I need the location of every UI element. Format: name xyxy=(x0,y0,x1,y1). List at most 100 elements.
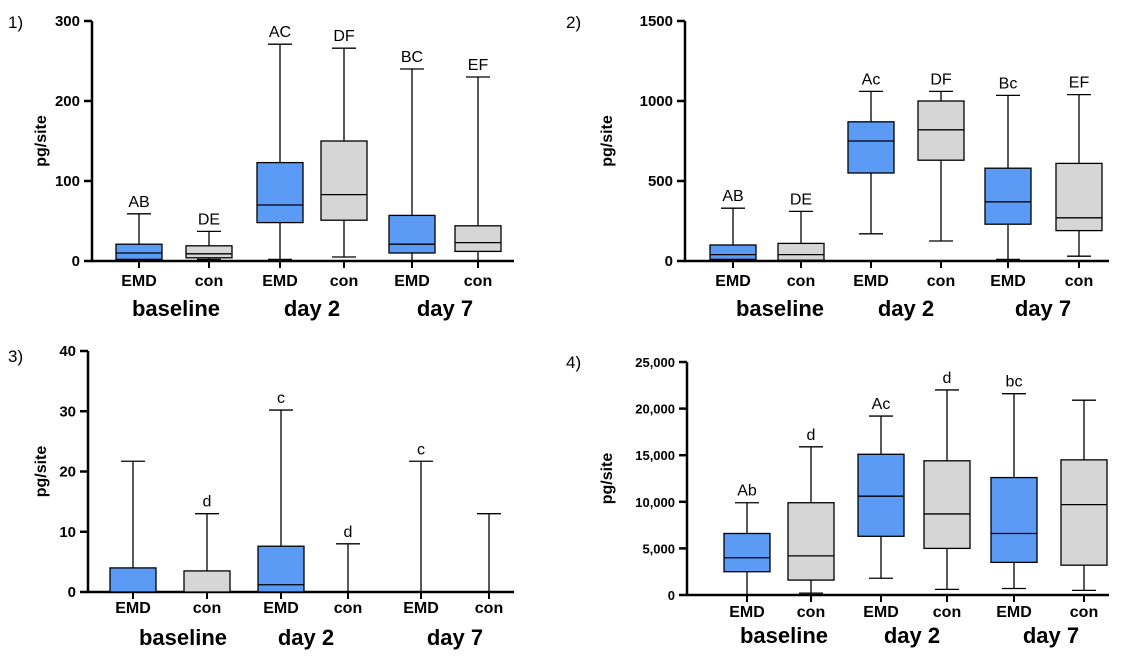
panel1-xtick-label: EMD xyxy=(394,273,430,290)
panel3-ytick-label: 0 xyxy=(68,584,76,601)
panel3-ytick-label: 30 xyxy=(59,403,76,420)
panel1-group-label: day 7 xyxy=(417,296,473,321)
panel1-ytick-label: 300 xyxy=(55,13,80,30)
panel4-group-label: day 2 xyxy=(884,623,940,648)
panel2-ytick-label: 1000 xyxy=(640,93,673,110)
panel2-box xyxy=(710,245,756,259)
panel2-ytick-label: 1500 xyxy=(640,13,673,30)
panel3-label: 3) xyxy=(8,347,23,366)
panel1-xtick-label: EMD xyxy=(262,273,298,290)
panel4-box xyxy=(991,478,1037,563)
panel3-ytick-label: 40 xyxy=(59,343,76,360)
panel3-box xyxy=(184,571,230,592)
panel1-group-label: baseline xyxy=(132,296,220,321)
panel2-significance-label: AB xyxy=(722,188,743,205)
panel2-significance-label: DF xyxy=(930,71,952,88)
panel2-ylabel: pg/site xyxy=(599,115,616,167)
panel4-significance-label: d xyxy=(807,427,816,444)
panel2-significance-label: EF xyxy=(1069,75,1090,92)
panel4-xtick-label: con xyxy=(797,604,825,621)
panel4-xtick-label: EMD xyxy=(863,604,899,621)
panel3-box xyxy=(110,568,156,592)
panel3-group-label: baseline xyxy=(139,625,227,650)
panel3-significance-label: c xyxy=(417,441,425,458)
panel3-ylabel: pg/site xyxy=(33,446,50,498)
panel1-significance-label: BC xyxy=(401,49,423,66)
panel2-xtick-label: con xyxy=(1065,273,1093,290)
panel2-box xyxy=(918,101,964,160)
panel1-xtick-label: EMD xyxy=(121,273,157,290)
panel2-xtick-label: con xyxy=(927,273,955,290)
panel1-ytick-label: 100 xyxy=(55,173,80,190)
panel4-group-label: baseline xyxy=(740,623,828,648)
panel3-significance-label: d xyxy=(344,524,353,541)
panel3-xtick-label: EMD xyxy=(115,600,151,617)
panel2-group-label: day 7 xyxy=(1015,296,1071,321)
panel4-ytick-label: 5,000 xyxy=(642,541,675,556)
panel4-xtick-label: con xyxy=(1070,604,1098,621)
panel4-significance-label: bc xyxy=(1006,374,1023,391)
panel1-box xyxy=(116,244,162,259)
panel4-box xyxy=(788,503,834,580)
panel2-significance-label: Ac xyxy=(862,71,881,88)
panel1-significance-label: DE xyxy=(198,211,220,228)
panel3-ytick-label: 10 xyxy=(59,524,76,541)
panel3-xtick-label: EMD xyxy=(263,600,299,617)
panel1-ytick-label: 200 xyxy=(55,93,80,110)
panel4-box xyxy=(858,454,904,536)
panel4-box xyxy=(1061,460,1107,565)
panel1-box xyxy=(186,246,232,258)
panel1-group-label: day 2 xyxy=(284,296,340,321)
panel4-ytick-label: 0 xyxy=(668,588,675,603)
panel1-box xyxy=(257,163,303,223)
panel1-significance-label: AC xyxy=(269,24,291,41)
panel2-group-label: day 2 xyxy=(878,296,934,321)
panel2-label: 2) xyxy=(566,13,581,32)
panel4-significance-label: d xyxy=(943,370,952,387)
panel1-box xyxy=(455,226,501,252)
panel4-xtick-label: EMD xyxy=(996,604,1032,621)
panel2-group-label: baseline xyxy=(736,296,824,321)
panel1-xtick-label: con xyxy=(464,273,492,290)
panel1-significance-label: AB xyxy=(128,194,149,211)
panel4-significance-label: Ab xyxy=(737,483,757,500)
panel3-ytick-label: 20 xyxy=(59,464,76,481)
panel1-ylabel: pg/site xyxy=(33,115,50,167)
panel2-xtick-label: EMD xyxy=(715,273,751,290)
panel3-xtick-label: con xyxy=(475,600,503,617)
panel2-ytick-label: 500 xyxy=(648,173,673,190)
panel3-significance-label: c xyxy=(277,390,285,407)
panel3-xtick-label: con xyxy=(193,600,221,617)
panel2-ytick-label: 0 xyxy=(665,253,673,270)
panel1-xtick-label: con xyxy=(330,273,358,290)
panel3-xtick-label: con xyxy=(334,600,362,617)
panel2-significance-label: DE xyxy=(790,191,812,208)
panel2-box xyxy=(1056,163,1102,230)
panel2-box xyxy=(985,168,1031,224)
panel4-xtick-label: EMD xyxy=(729,604,765,621)
panel4-ytick-label: 25,000 xyxy=(635,355,675,370)
panel4-box xyxy=(724,533,770,571)
panel4-ylabel: pg/site xyxy=(599,453,616,505)
panel1-significance-label: DF xyxy=(333,28,355,45)
panel1-significance-label: EF xyxy=(468,57,489,74)
panel4-ytick-label: 10,000 xyxy=(635,495,675,510)
panel1-box xyxy=(389,215,435,253)
panel4-significance-label: Ac xyxy=(872,396,891,413)
panel2-box xyxy=(848,122,894,173)
panel2-box xyxy=(778,243,824,260)
panel4-ytick-label: 15,000 xyxy=(635,448,675,463)
panel2-significance-label: Bc xyxy=(999,75,1018,92)
panel4-label: 4) xyxy=(566,353,581,372)
panel1-ytick-label: 0 xyxy=(72,253,80,270)
panel2-xtick-label: EMD xyxy=(853,273,889,290)
panel4-xtick-label: con xyxy=(933,604,961,621)
panel1-label: 1) xyxy=(8,13,23,32)
panel1-xtick-label: con xyxy=(195,273,223,290)
panel2-xtick-label: con xyxy=(787,273,815,290)
panel3-significance-label: d xyxy=(203,494,212,511)
panel3-group-label: day 7 xyxy=(427,625,483,650)
panel4-ytick-label: 20,000 xyxy=(635,402,675,417)
panel4-group-label: day 7 xyxy=(1023,623,1079,648)
